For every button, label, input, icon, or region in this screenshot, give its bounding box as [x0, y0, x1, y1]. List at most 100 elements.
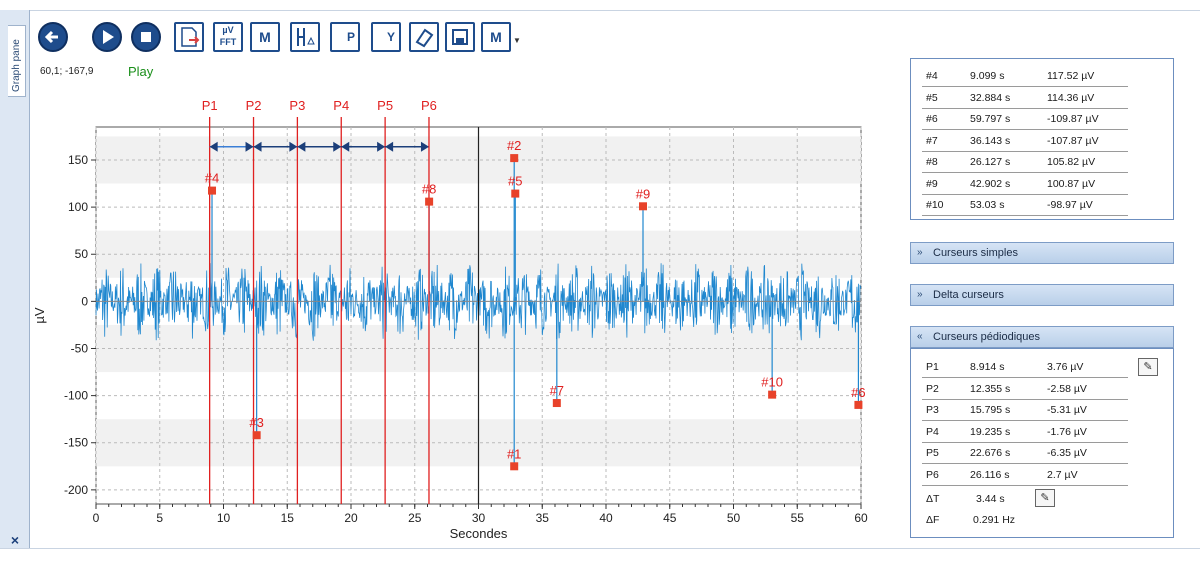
peak-label: #2: [507, 138, 521, 153]
x-tick-label: 15: [281, 511, 295, 525]
periodic-row-id: P1: [926, 361, 939, 373]
double-chevron-down-icon: »: [917, 289, 923, 300]
x-tick-label: 60: [854, 511, 868, 525]
export-icon: [181, 27, 200, 47]
periodic-row-value: -2.58 µV: [1047, 382, 1087, 395]
peak-row-time: 36.143 s: [970, 134, 1011, 147]
periodic-row-time: 26.116 s: [970, 468, 1010, 481]
x-tick-label: 45: [663, 511, 677, 525]
delta-cursors-header[interactable]: » Delta curseurs: [910, 284, 1174, 306]
export-button[interactable]: [174, 22, 204, 52]
peak-marker: [208, 186, 217, 195]
marker-menu-button[interactable]: M: [481, 22, 511, 52]
table-row-divider: [922, 463, 1128, 464]
periodic-cursors-header[interactable]: « Curseurs pédiodiques: [910, 326, 1174, 348]
table-row-divider: [922, 193, 1128, 195]
signal-chart[interactable]: P1 P2 P3 P4 P5 P6 #1 #2 #3 #4 #5 #6 #7 #8 #9 #10 0 5 10 15 2…: [30, 95, 870, 547]
arrow-head-left: [253, 141, 262, 152]
x-tick-label: 20: [344, 511, 358, 525]
arrow-head-left: [209, 141, 218, 152]
x-tick-label: 30: [472, 511, 486, 525]
arrow-head-right: [333, 141, 342, 152]
peak-row-id: #8: [926, 156, 938, 168]
y-axis-label: µV: [32, 307, 47, 323]
edit-periodic-button[interactable]: ✎: [1138, 358, 1158, 376]
back-button[interactable]: [38, 22, 68, 52]
delta-f-label: ΔF: [926, 514, 940, 526]
stop-icon: [141, 32, 151, 42]
periodic-cursor-label: P1: [202, 98, 218, 113]
peak-row-time: 26.127 s: [970, 156, 1011, 168]
play-button[interactable]: [92, 22, 122, 52]
graph-pane-side-tab: Graph pane ×: [0, 10, 30, 556]
stop-button[interactable]: [131, 22, 161, 52]
simple-cursors-header[interactable]: » Curseurs simples: [910, 242, 1174, 264]
x-tick-label: 10: [217, 511, 231, 525]
arrow-left-icon: [44, 30, 58, 44]
table-row-divider: [922, 107, 1128, 109]
peak-marker: [511, 189, 520, 198]
peak-marker: [510, 462, 519, 471]
peak-marker: [854, 400, 863, 409]
y-tick-label: 150: [68, 153, 88, 167]
peak-row-id: #5: [926, 91, 938, 104]
peak-row-value: -98.97 µV: [1047, 199, 1093, 211]
peak-marker: [425, 197, 434, 206]
periodic-row-id: P3: [926, 404, 939, 416]
peak-row-value: 105.82 µV: [1047, 156, 1096, 168]
pencil-icon: ✎: [1040, 492, 1050, 504]
marker-button[interactable]: M: [250, 22, 280, 52]
marker-label: M: [259, 29, 271, 45]
eraser-icon: [415, 28, 434, 48]
x-tick-label: 0: [93, 511, 100, 525]
periodic-row-time: 8.914 s: [970, 361, 1005, 373]
fft-button[interactable]: µV FFT: [213, 22, 243, 52]
delta-t-label: ΔT: [926, 493, 940, 505]
edit-delta-button[interactable]: ✎: [1035, 489, 1055, 507]
periodic-cursor-button[interactable]: P: [330, 22, 360, 52]
periodic-row-value: 3.76 µV: [1047, 361, 1084, 373]
y-tick-label: -50: [71, 341, 89, 355]
graph-pane-tab[interactable]: Graph pane: [8, 25, 26, 97]
table-row-divider: [922, 150, 1128, 152]
peak-row-time: 59.797 s: [970, 113, 1011, 125]
peak-row-value: -107.87 µV: [1047, 134, 1099, 147]
peak-row-id: #10: [926, 199, 944, 211]
fft-label: µV FFT: [219, 25, 237, 47]
save-button[interactable]: [445, 22, 475, 52]
arrow-head-right: [420, 141, 429, 152]
peak-row-id: #7: [926, 134, 938, 147]
eraser-button[interactable]: [409, 22, 439, 52]
peak-marker: [252, 431, 261, 440]
double-chevron-up-icon: «: [917, 331, 923, 342]
periodic-row-id: P6: [926, 468, 939, 481]
periodic-label: P: [346, 30, 355, 44]
peak-label: #6: [851, 385, 865, 400]
peak-row-value: -109.87 µV: [1047, 113, 1099, 125]
y-cursor-label: Y: [386, 30, 395, 44]
arrow-head-right: [289, 141, 298, 152]
peak-row-id: #4: [926, 70, 938, 82]
peak-label: #4: [205, 171, 219, 186]
peak-label: #9: [636, 186, 650, 201]
chevron-down-icon[interactable]: ▼: [513, 36, 521, 45]
y-cursor-button[interactable]: Y: [371, 22, 401, 52]
periodic-row-value: -5.31 µV: [1047, 404, 1087, 416]
x-tick-label: 40: [599, 511, 613, 525]
table-row-divider: [922, 129, 1128, 130]
periodic-cursors-label: Curseurs pédiodiques: [933, 331, 1041, 343]
peak-row-time: 42.902 s: [970, 177, 1011, 190]
arrow-head-left: [341, 141, 350, 152]
delta-cursor-button[interactable]: [290, 22, 320, 52]
y-tick-label: 0: [81, 294, 88, 308]
close-pane-icon[interactable]: ×: [10, 532, 20, 548]
x-tick-label: 35: [536, 511, 550, 525]
periodic-row-id: P5: [926, 447, 939, 459]
peak-label: #10: [761, 375, 783, 390]
peak-row-value: 114.36 µV: [1047, 91, 1095, 104]
arrow-head-left: [385, 141, 394, 152]
periodic-row-time: 19.235 s: [970, 425, 1011, 438]
coordinate-readout: 60,1; -167,9: [40, 66, 94, 77]
peak-label: #1: [507, 446, 521, 461]
